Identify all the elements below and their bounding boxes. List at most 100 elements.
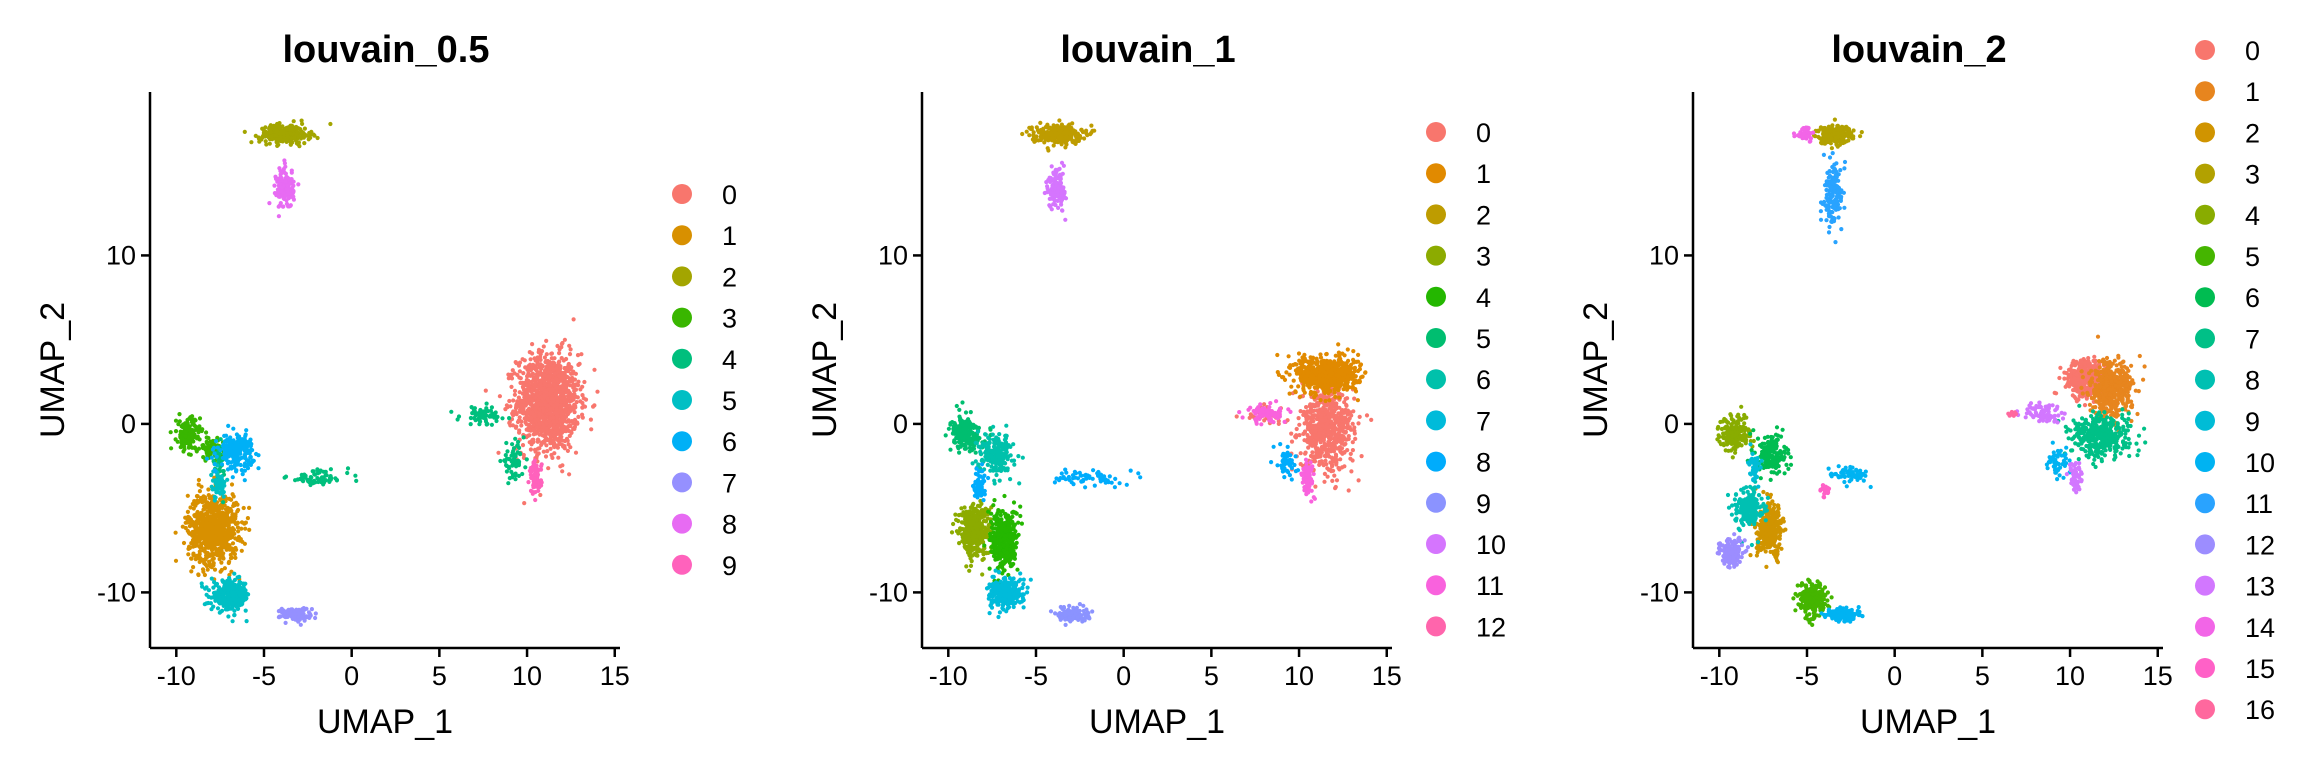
point xyxy=(551,444,557,449)
point xyxy=(315,476,320,481)
point xyxy=(483,419,489,424)
point xyxy=(226,586,231,591)
point xyxy=(1318,352,1323,357)
point xyxy=(228,435,233,440)
point xyxy=(261,128,266,133)
point xyxy=(220,540,225,545)
point xyxy=(552,371,558,376)
point xyxy=(576,383,581,388)
point xyxy=(521,435,526,440)
point xyxy=(211,585,216,590)
point xyxy=(546,466,551,471)
point xyxy=(1355,398,1360,403)
point xyxy=(1314,449,1319,454)
point xyxy=(230,451,236,456)
point xyxy=(232,552,237,557)
point xyxy=(205,517,210,522)
point xyxy=(229,460,234,465)
point xyxy=(200,443,205,448)
point xyxy=(235,525,240,530)
point xyxy=(232,612,237,618)
point xyxy=(236,507,241,513)
point xyxy=(518,380,523,385)
point xyxy=(548,432,553,437)
point xyxy=(312,479,317,484)
point xyxy=(212,513,217,518)
point xyxy=(235,520,240,526)
point xyxy=(571,317,576,322)
point xyxy=(225,439,230,444)
point xyxy=(228,556,234,561)
point xyxy=(249,140,254,145)
point xyxy=(514,412,519,417)
point xyxy=(191,565,196,570)
point xyxy=(211,556,216,561)
point xyxy=(530,491,535,496)
point xyxy=(1293,389,1298,394)
point xyxy=(240,601,245,607)
point xyxy=(561,424,566,429)
point xyxy=(1306,445,1311,450)
point xyxy=(532,385,537,390)
point xyxy=(211,519,216,524)
point xyxy=(313,615,318,621)
legend-label: 8 xyxy=(722,510,737,540)
point xyxy=(226,545,231,551)
point xyxy=(1313,425,1318,430)
point xyxy=(1330,478,1335,483)
point xyxy=(550,455,555,460)
point xyxy=(191,532,196,537)
point xyxy=(251,458,256,463)
point xyxy=(571,420,576,426)
point xyxy=(217,480,222,485)
point xyxy=(575,421,580,426)
point xyxy=(238,437,243,442)
point xyxy=(494,415,499,420)
point xyxy=(565,380,570,385)
point xyxy=(238,462,243,468)
point xyxy=(556,455,561,460)
point xyxy=(272,183,277,188)
point xyxy=(516,395,522,400)
point xyxy=(562,399,567,404)
point xyxy=(283,474,289,479)
point xyxy=(505,449,510,454)
point xyxy=(226,454,231,459)
point xyxy=(1331,440,1336,445)
point xyxy=(243,608,248,613)
point xyxy=(243,526,248,531)
point xyxy=(225,508,230,513)
point xyxy=(181,449,186,454)
point xyxy=(541,406,546,412)
point xyxy=(515,443,520,448)
point xyxy=(568,445,573,450)
point xyxy=(201,455,206,460)
point xyxy=(509,442,515,447)
point xyxy=(503,407,508,412)
point xyxy=(503,453,508,458)
point xyxy=(1310,450,1315,455)
point xyxy=(1343,430,1348,435)
point xyxy=(542,434,547,439)
point xyxy=(525,393,530,398)
point xyxy=(529,415,534,421)
legend-key xyxy=(672,307,692,328)
point xyxy=(1339,414,1344,419)
point xyxy=(572,388,577,394)
point xyxy=(1315,408,1320,413)
point xyxy=(504,463,509,468)
point xyxy=(1356,421,1361,426)
point xyxy=(242,129,247,134)
point xyxy=(232,571,237,576)
point xyxy=(537,421,542,426)
point xyxy=(1310,402,1315,407)
point xyxy=(511,398,516,403)
point xyxy=(218,437,223,442)
point xyxy=(520,357,525,362)
point xyxy=(291,119,296,124)
point xyxy=(241,583,246,588)
point xyxy=(238,451,243,456)
point xyxy=(286,191,291,196)
point xyxy=(1287,391,1292,396)
point xyxy=(209,484,214,489)
